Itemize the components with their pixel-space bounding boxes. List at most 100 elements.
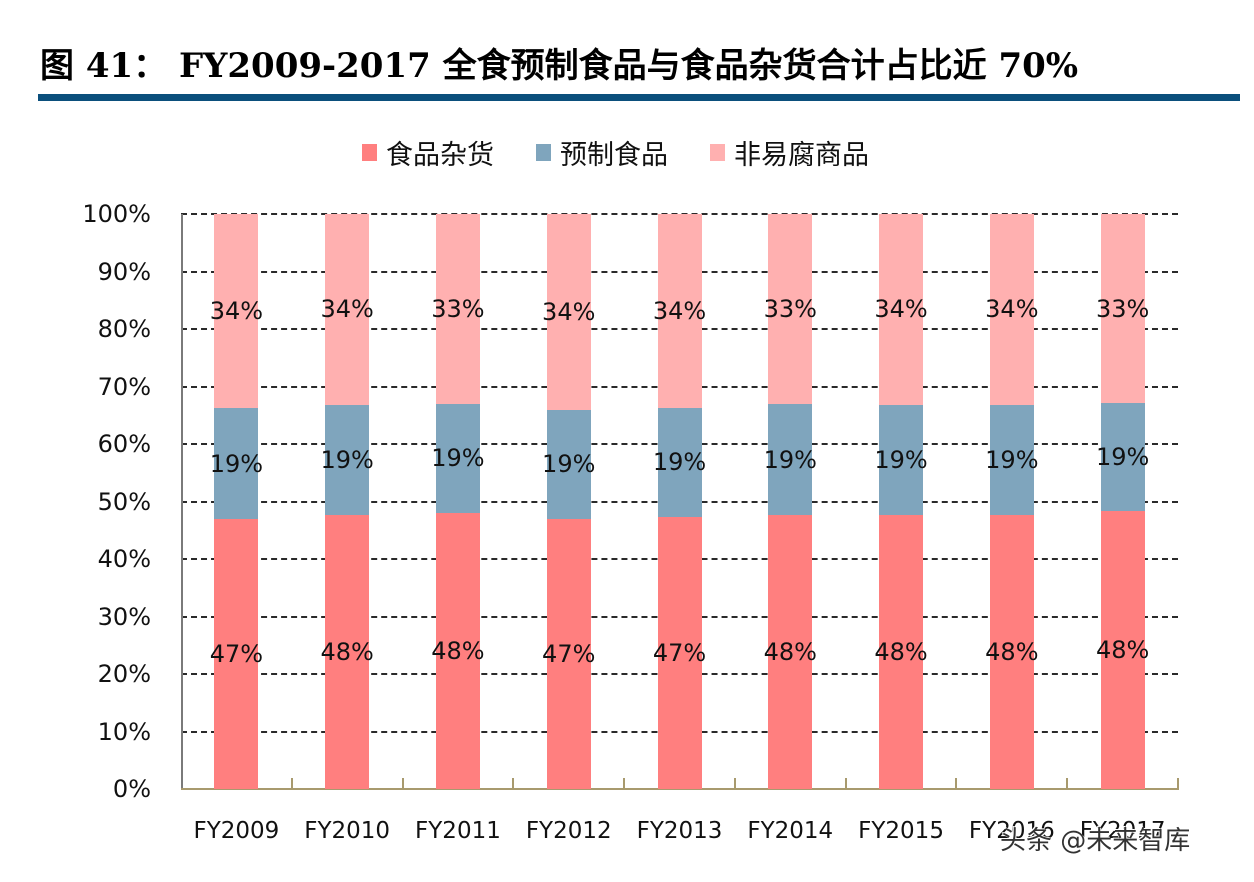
y-tick-label: 10% bbox=[97, 717, 151, 746]
bar-segment: 33% bbox=[431, 214, 485, 404]
data-label: 19% bbox=[431, 444, 485, 473]
data-label: 19% bbox=[542, 450, 596, 479]
legend-label: 非易腐商品 bbox=[734, 140, 869, 171]
data-label: 48% bbox=[985, 638, 1039, 667]
x-tick-mark bbox=[844, 778, 847, 789]
x-tick-label: FY2013 bbox=[636, 818, 723, 844]
figure-title: 图 41： FY2009-2017 全食预制食品与食品杂货合计占比近 70% bbox=[40, 46, 1079, 86]
x-tick-label: FY2015 bbox=[858, 818, 944, 844]
bar-segment: 47% bbox=[653, 517, 706, 789]
stacked-bar-fy2015: 48% 19% 34% bbox=[874, 214, 928, 789]
data-label: 48% bbox=[431, 637, 485, 665]
data-label: 34% bbox=[542, 297, 596, 326]
x-tick-mark bbox=[401, 778, 404, 789]
bar-segment: 19% bbox=[320, 404, 374, 516]
legend-swatch-icon bbox=[710, 144, 725, 161]
data-label: 33% bbox=[1095, 294, 1150, 323]
y-axis-line bbox=[181, 214, 183, 789]
x-tick-mark bbox=[1177, 778, 1179, 789]
x-tick-label: FY2014 bbox=[747, 818, 834, 844]
data-label: 47% bbox=[209, 639, 264, 668]
bar-segment: 34% bbox=[874, 214, 928, 405]
y-tick-label: 60% bbox=[97, 430, 151, 458]
data-label: 33% bbox=[763, 295, 817, 324]
bar-segment: 19% bbox=[210, 408, 263, 519]
bar-segment: 34% bbox=[985, 214, 1039, 405]
title-underline bbox=[38, 94, 1240, 101]
stacked-bar-fy2011: 48% 19% 33% bbox=[431, 214, 485, 789]
data-label: 19% bbox=[874, 446, 928, 475]
stacked-bar-fy2017: 48% 19% 33% bbox=[1096, 214, 1149, 789]
bar-segment: 34% bbox=[542, 214, 595, 410]
data-label: 34% bbox=[874, 295, 928, 324]
x-tick-label: FY2010 bbox=[304, 818, 391, 844]
data-label: 33% bbox=[431, 294, 485, 323]
x-tick-mark bbox=[512, 778, 515, 789]
x-tick-label: FY2011 bbox=[415, 818, 501, 844]
data-label: 47% bbox=[652, 639, 707, 668]
bar-segment: 19% bbox=[874, 404, 928, 516]
bar-segment: 19% bbox=[542, 409, 595, 519]
data-label: 48% bbox=[763, 638, 817, 667]
data-label: 34% bbox=[320, 295, 374, 324]
legend-label: 预制食品 bbox=[560, 140, 668, 171]
x-tick-mark bbox=[290, 778, 293, 789]
chart-legend: 食品杂货 预制食品 非易腐商品 bbox=[362, 133, 911, 172]
data-label: 19% bbox=[209, 449, 264, 478]
bar-segment: 48% bbox=[1096, 511, 1149, 789]
x-tick-mark bbox=[733, 778, 736, 789]
bar-segment: 48% bbox=[985, 515, 1039, 789]
y-tick-label: 20% bbox=[97, 660, 151, 688]
stacked-bar-fy2013: 47% 19% 34% bbox=[653, 214, 706, 789]
legend-label: 食品杂货 bbox=[386, 140, 494, 171]
bar-segment: 19% bbox=[764, 404, 817, 516]
x-tick-mark bbox=[1066, 778, 1069, 789]
bar-segment: 19% bbox=[1096, 403, 1149, 512]
data-label: 19% bbox=[652, 448, 707, 477]
data-label: 19% bbox=[320, 446, 374, 475]
legend-item: 食品杂货 bbox=[362, 133, 494, 172]
watermark-text: 头条 @未来智库 bbox=[1000, 826, 1191, 856]
y-tick-label: 100% bbox=[82, 200, 151, 228]
y-tick-label: 40% bbox=[97, 545, 151, 573]
data-label: 48% bbox=[874, 638, 928, 667]
bar-segment: 48% bbox=[431, 513, 485, 789]
data-label: 34% bbox=[652, 296, 707, 325]
bar-segment: 34% bbox=[210, 214, 263, 409]
y-tick-label: 30% bbox=[97, 602, 151, 631]
stacked-bar-fy2009: 47% 19% 34% bbox=[210, 214, 263, 789]
legend-swatch-icon bbox=[536, 144, 551, 161]
data-label: 48% bbox=[1095, 636, 1150, 665]
bar-segment: 19% bbox=[431, 403, 485, 513]
bar-segment: 19% bbox=[985, 404, 1039, 516]
bar-segment: 19% bbox=[653, 407, 706, 518]
bar-segment: 48% bbox=[320, 515, 374, 789]
x-tick-mark bbox=[955, 778, 958, 789]
stacked-bar-fy2014: 48% 19% 33% bbox=[764, 214, 817, 789]
data-label: 19% bbox=[763, 445, 817, 474]
bar-segment: 48% bbox=[764, 515, 817, 789]
data-label: 19% bbox=[1095, 443, 1150, 472]
bar-segment: 34% bbox=[320, 214, 374, 405]
legend-swatch-icon bbox=[362, 144, 377, 161]
stacked-bar-fy2012: 47% 19% 34% bbox=[542, 214, 595, 789]
y-tick-label: 80% bbox=[97, 315, 151, 343]
y-tick-label: 90% bbox=[97, 257, 151, 286]
x-tick-label: FY2009 bbox=[193, 818, 280, 844]
x-tick-label: FY2012 bbox=[525, 818, 612, 844]
bar-segment: 33% bbox=[764, 214, 817, 405]
legend-item: 非易腐商品 bbox=[710, 133, 869, 172]
x-tick-mark bbox=[623, 778, 626, 789]
data-label: 34% bbox=[209, 297, 264, 326]
legend-item: 预制食品 bbox=[536, 133, 668, 172]
gridline bbox=[181, 213, 1178, 215]
data-label: 48% bbox=[320, 638, 374, 667]
bar-segment: 47% bbox=[210, 518, 263, 789]
bar-segment: 47% bbox=[542, 518, 595, 789]
y-tick-label: 70% bbox=[97, 372, 151, 401]
data-label: 19% bbox=[985, 446, 1039, 475]
bar-segment: 33% bbox=[1096, 214, 1149, 404]
bar-segment: 48% bbox=[874, 515, 928, 789]
stacked-bar-fy2016: 48% 19% 34% bbox=[985, 214, 1039, 789]
stacked-bar-fy2010: 48% 19% 34% bbox=[320, 214, 374, 789]
